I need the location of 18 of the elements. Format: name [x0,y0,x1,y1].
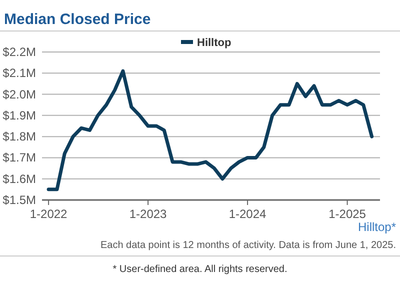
chart-title: Median Closed Price [4,11,151,28]
legend-label: Hilltop [197,37,232,49]
y-tick-label: $2.1M [2,66,36,80]
x-tick-label: 1-2022 [30,207,68,221]
y-tick-label: $1.8M [2,130,36,144]
y-tick-label: $1.5M [2,193,36,207]
y-tick-label: $1.7M [2,150,36,165]
y-tick-label: $2.0M [2,87,36,102]
x-tick-label: 1-2025 [328,207,366,221]
x-tick-label: 1-2023 [129,207,168,221]
text: Each data point is 12 months of activity. Data is from June 1, 2025. [100,240,396,251]
y-tick-label: $1.9M [2,108,36,122]
y-tick-label: $1.6M [2,172,36,186]
y-tick-label: $2.2M [2,45,36,59]
text: Hilltop* [358,220,396,234]
text: * User-defined area. All rights reserved. [112,264,288,275]
x-tick-label: 1-2024 [228,207,267,221]
line-series [46,69,374,192]
